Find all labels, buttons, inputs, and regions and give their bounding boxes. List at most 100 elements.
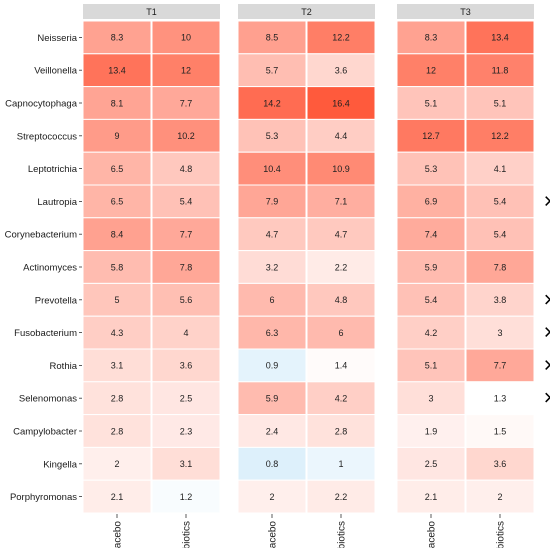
cell-value: 16.4 bbox=[332, 98, 350, 108]
panel-header-t1 bbox=[83, 4, 220, 19]
cell-value: 14.2 bbox=[263, 98, 281, 108]
column-label: placebo bbox=[113, 521, 124, 548]
row-label: Selenomonas bbox=[19, 394, 77, 405]
heatmap-cell bbox=[82, 53, 152, 88]
cell-value: 2.2 bbox=[335, 492, 348, 502]
cell-value: 2 bbox=[497, 492, 502, 502]
significance-marker: × bbox=[544, 287, 550, 312]
row-label: Kingella bbox=[43, 459, 78, 470]
cell-value: 7.7 bbox=[180, 98, 193, 108]
heatmap-cell bbox=[306, 315, 376, 350]
column-label: probiotics bbox=[337, 521, 348, 548]
heatmap-cell bbox=[306, 348, 376, 383]
significance-marker: × bbox=[544, 385, 550, 410]
cell-value: 0.8 bbox=[266, 459, 279, 469]
row-label: Rothia bbox=[50, 361, 78, 372]
heatmap-cell bbox=[151, 184, 221, 219]
cell-value: 6.5 bbox=[111, 197, 124, 207]
heatmap-cell bbox=[237, 479, 307, 514]
cell-value: 3.1 bbox=[111, 361, 124, 371]
cell-value: 2.3 bbox=[180, 426, 193, 436]
heatmap-cell bbox=[396, 118, 466, 153]
row-label: Neisseria bbox=[37, 33, 77, 44]
heatmap-cell bbox=[306, 250, 376, 284]
cell-value: 12.7 bbox=[422, 131, 440, 141]
heatmap-cell bbox=[306, 479, 376, 514]
heatmap-cell bbox=[151, 217, 221, 252]
heatmap-cell bbox=[465, 118, 535, 153]
heatmap-cell bbox=[465, 217, 535, 252]
cell-value: 5.4 bbox=[494, 230, 507, 240]
cell-value: 4.2 bbox=[425, 328, 438, 338]
cell-value: 8.5 bbox=[266, 33, 279, 43]
cell-value: 4 bbox=[183, 328, 188, 338]
significance-marker: × bbox=[544, 188, 550, 213]
heatmap-cell bbox=[237, 86, 307, 120]
heatmap-cell bbox=[237, 282, 307, 317]
cell-value: 12 bbox=[426, 66, 436, 76]
cell-value: 2.2 bbox=[335, 262, 348, 272]
cell-value: 3.6 bbox=[180, 361, 193, 371]
heatmap-cell bbox=[82, 86, 152, 120]
heatmap-cell bbox=[237, 414, 307, 448]
cell-value: 7.9 bbox=[266, 197, 279, 207]
heatmap-cell bbox=[82, 118, 152, 153]
significance-marker: × bbox=[544, 320, 550, 345]
heatmap-cell bbox=[465, 20, 535, 55]
heatmap-cell bbox=[82, 217, 152, 252]
heatmap-cell bbox=[465, 381, 535, 416]
heatmap-cell bbox=[396, 53, 466, 88]
row-label: Corynebacterium bbox=[5, 230, 77, 241]
heatmap-cell bbox=[237, 217, 307, 252]
heatmap-cell bbox=[396, 250, 466, 284]
row-label: Lautropia bbox=[37, 197, 77, 208]
panel-header-t2 bbox=[238, 4, 375, 19]
cell-value: 6.3 bbox=[266, 328, 279, 338]
cell-value: 3.8 bbox=[494, 295, 507, 305]
cell-value: 3.6 bbox=[335, 66, 348, 76]
heatmap-cell bbox=[82, 414, 152, 448]
cell-value: 4.7 bbox=[335, 230, 348, 240]
cell-value: 5.7 bbox=[266, 66, 279, 76]
cell-value: 3 bbox=[428, 394, 433, 404]
column-label: placebo bbox=[268, 521, 279, 548]
heatmap-cell bbox=[396, 20, 466, 55]
heatmap-cell bbox=[237, 446, 307, 481]
cell-value: 1 bbox=[338, 459, 343, 469]
row-label: Prevotella bbox=[35, 295, 78, 306]
heatmap-cell bbox=[237, 348, 307, 383]
heatmap-cell bbox=[151, 118, 221, 153]
cell-value: 5.4 bbox=[180, 197, 193, 207]
cell-value: 10.9 bbox=[332, 164, 350, 174]
heatmap-cell bbox=[82, 151, 152, 186]
cell-value: 12.2 bbox=[491, 131, 509, 141]
cell-value: 4.2 bbox=[335, 394, 348, 404]
heatmap-cell bbox=[465, 446, 535, 481]
cell-value: 2.8 bbox=[335, 426, 348, 436]
cell-value: 10.4 bbox=[263, 164, 281, 174]
cell-value: 10.2 bbox=[177, 131, 195, 141]
heatmap-cell bbox=[151, 53, 221, 88]
significance-marker: × bbox=[544, 352, 550, 377]
heatmap-cell bbox=[396, 282, 466, 317]
heatmap-cell bbox=[151, 446, 221, 481]
heatmap-cell bbox=[306, 282, 376, 317]
cell-value: 2.5 bbox=[180, 394, 193, 404]
cell-value: 4.7 bbox=[266, 230, 279, 240]
heatmap-cell bbox=[465, 53, 535, 88]
cell-value: 5.8 bbox=[111, 262, 124, 272]
row-label: Streptococcus bbox=[17, 131, 77, 142]
heatmap-cell bbox=[151, 151, 221, 186]
cell-value: 9 bbox=[114, 131, 119, 141]
cell-value: 7.7 bbox=[494, 361, 507, 371]
cell-value: 12 bbox=[181, 66, 191, 76]
row-label: Capnocytophaga bbox=[5, 99, 78, 110]
heatmap-cell bbox=[151, 479, 221, 514]
cell-value: 3.1 bbox=[180, 459, 193, 469]
cell-value: 5.4 bbox=[425, 295, 438, 305]
cell-value: 13.4 bbox=[108, 66, 126, 76]
row-label: Campylobacter bbox=[13, 427, 77, 438]
heatmap-cell bbox=[396, 348, 466, 383]
column-label: probiotics bbox=[182, 521, 193, 548]
